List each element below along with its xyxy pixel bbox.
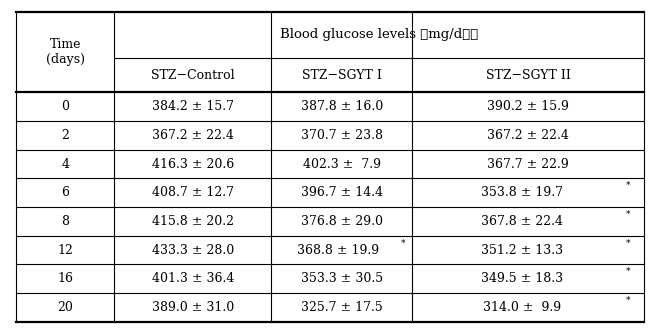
Text: 314.0 ±  9.9: 314.0 ± 9.9	[483, 301, 560, 314]
Text: 325.7 ± 17.5: 325.7 ± 17.5	[301, 301, 383, 314]
Text: 349.5 ± 18.3: 349.5 ± 18.3	[481, 272, 563, 285]
Text: 353.8 ± 19.7: 353.8 ± 19.7	[481, 186, 562, 199]
Text: 415.8 ± 20.2: 415.8 ± 20.2	[152, 215, 234, 228]
Text: 416.3 ± 20.6: 416.3 ± 20.6	[152, 157, 234, 171]
Text: 401.3 ± 36.4: 401.3 ± 36.4	[152, 272, 234, 285]
Text: 384.2 ± 15.7: 384.2 ± 15.7	[152, 100, 234, 113]
Text: 387.8 ± 16.0: 387.8 ± 16.0	[301, 100, 383, 113]
Text: 367.2 ± 22.4: 367.2 ± 22.4	[152, 129, 234, 142]
Text: 367.2 ± 22.4: 367.2 ± 22.4	[487, 129, 569, 142]
Text: 390.2 ± 15.9: 390.2 ± 15.9	[487, 100, 569, 113]
Text: *: *	[626, 296, 630, 305]
Text: 367.8 ± 22.4: 367.8 ± 22.4	[481, 215, 562, 228]
Text: 376.8 ± 29.0: 376.8 ± 29.0	[301, 215, 383, 228]
Text: 8: 8	[61, 215, 69, 228]
Text: 367.7 ± 22.9: 367.7 ± 22.9	[487, 157, 569, 171]
Text: 4: 4	[61, 157, 69, 171]
Text: 353.3 ± 30.5: 353.3 ± 30.5	[301, 272, 383, 285]
Text: 408.7 ± 12.7: 408.7 ± 12.7	[152, 186, 234, 199]
Text: 351.2 ± 13.3: 351.2 ± 13.3	[481, 244, 563, 257]
Text: 433.3 ± 28.0: 433.3 ± 28.0	[152, 244, 234, 257]
Text: 389.0 ± 31.0: 389.0 ± 31.0	[152, 301, 234, 314]
Text: 12: 12	[58, 244, 73, 257]
Text: 368.8 ± 19.9: 368.8 ± 19.9	[297, 244, 379, 257]
Text: 20: 20	[58, 301, 73, 314]
Text: Time
(days): Time (days)	[46, 38, 85, 66]
Text: *: *	[626, 181, 630, 190]
Text: STZ−SGYT I: STZ−SGYT I	[301, 69, 382, 82]
Text: *: *	[626, 210, 630, 219]
Text: 370.7 ± 23.8: 370.7 ± 23.8	[301, 129, 383, 142]
Text: STZ−SGYT II: STZ−SGYT II	[486, 69, 570, 82]
Text: *: *	[626, 267, 630, 276]
Text: Blood glucose levels （mg/dℓ）: Blood glucose levels （mg/dℓ）	[280, 28, 479, 41]
Text: 2: 2	[61, 129, 69, 142]
Text: 0: 0	[61, 100, 69, 113]
Text: STZ−Control: STZ−Control	[151, 69, 235, 82]
Text: 6: 6	[61, 186, 69, 199]
Text: *: *	[626, 238, 630, 247]
Text: 402.3 ±  7.9: 402.3 ± 7.9	[303, 157, 381, 171]
Text: *: *	[401, 238, 405, 247]
Text: 16: 16	[58, 272, 73, 285]
Text: 396.7 ± 14.4: 396.7 ± 14.4	[301, 186, 383, 199]
